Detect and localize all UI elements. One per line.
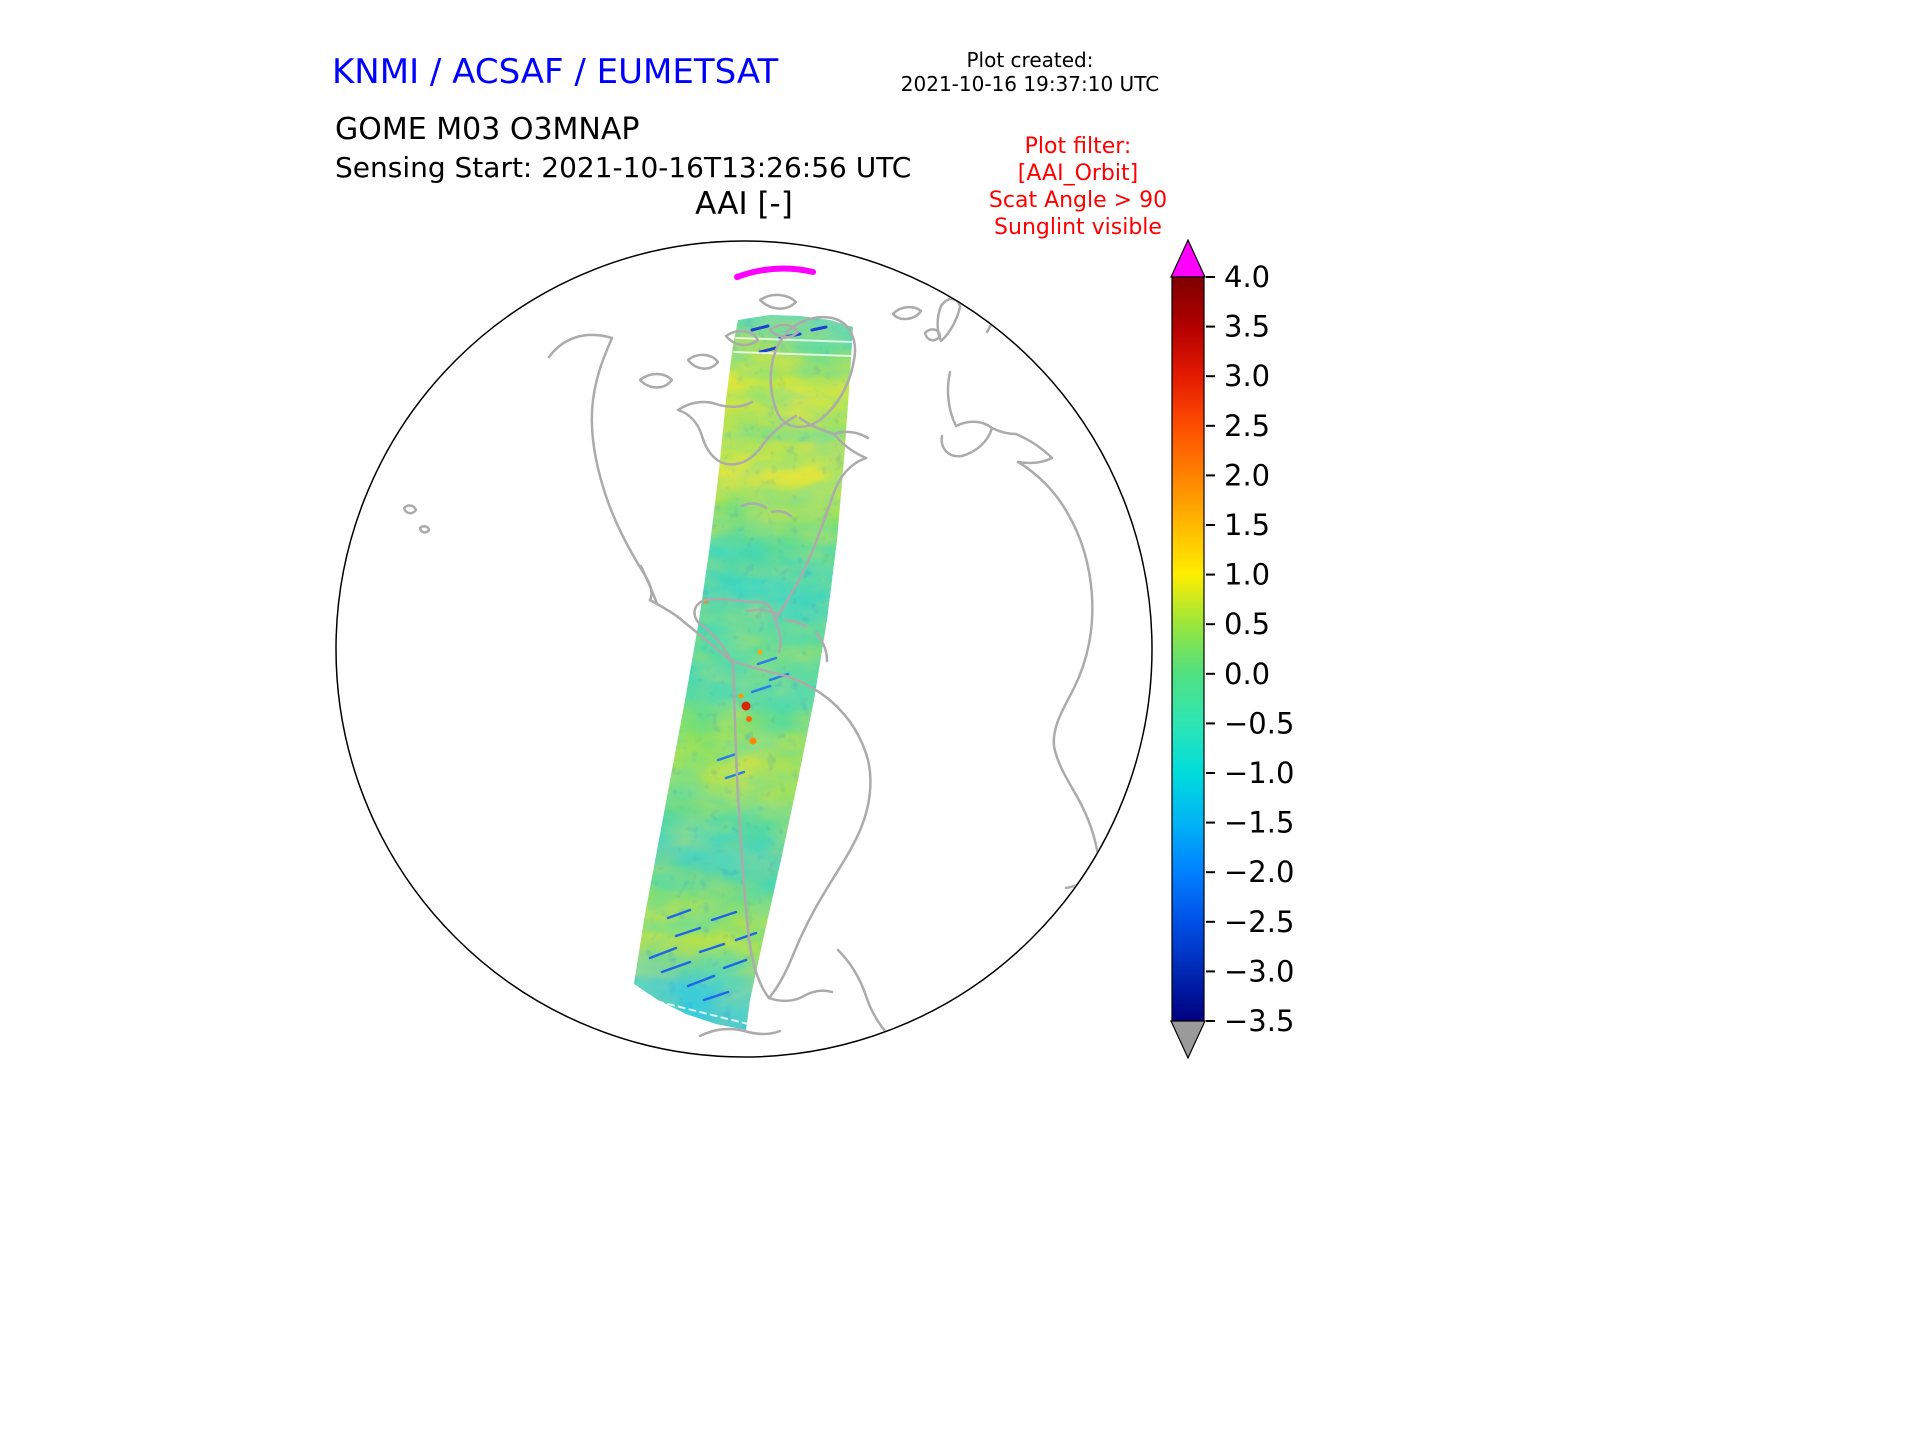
globe-outline (335, 240, 1153, 1058)
product-title: GOME M03 O3MNAP (335, 112, 640, 147)
plot-created-block: Plot created: 2021-10-16 19:37:10 UTC (900, 48, 1160, 96)
coast-arctic-island-2 (686, 353, 720, 370)
filter-note-line: Plot filter: (1024, 134, 1132, 159)
plot-created-label: Plot created: (966, 48, 1094, 72)
magenta-overflow-segment (734, 265, 816, 280)
coast-scandinavia (985, 287, 1088, 334)
filter-note-line: [AAI_Orbit] (1017, 161, 1139, 186)
coast-africa-west (1016, 460, 1102, 890)
aai-data-swath (634, 265, 854, 1030)
filter-note-line: Sunglint visible (994, 215, 1162, 240)
sensing-start: Sensing Start: 2021-10-16T13:26:56 UTC (335, 151, 912, 184)
colorbar-tick-label: −3.5 (1224, 1004, 1294, 1038)
plot-filter-note: Plot filter: [AAI_Orbit] Scat Angle > 90… (953, 133, 1203, 241)
colorbar-tick-label: 0.5 (1224, 607, 1270, 641)
scan-gap-lines (635, 337, 854, 1025)
coast-pacific-island-2 (418, 525, 431, 534)
colorbar-tick-label: 0.0 (1224, 657, 1270, 691)
colorbar: 4.0 3.5 3.0 2.5 2.0 1.5 1.0 0.5 0.0 −0.5 −1.0 −1.5 −… (1170, 238, 1294, 1060)
plot-title: AAI [-] (695, 186, 793, 222)
colorbar-tick-label: 1.0 (1224, 558, 1270, 592)
coast-arctic-island-5 (758, 293, 798, 310)
high-aai-cluster (702, 598, 763, 745)
colorbar-tick-label: −1.0 (1224, 756, 1294, 790)
coast-us-east (773, 456, 868, 623)
coast-arctic-island-1 (638, 372, 674, 389)
coast-antarctic-peninsula (836, 948, 922, 1056)
colorbar-tick-label: −0.5 (1224, 706, 1294, 740)
brand-title: KNMI / ACSAF / EUMETSAT (332, 52, 779, 92)
coast-south-america-east (731, 659, 872, 1000)
plot-created-value: 2021-10-16 19:37:10 UTC (900, 72, 1160, 96)
coast-gulf-of-mexico (693, 597, 782, 663)
colorbar-tick-label: 4.0 (1224, 260, 1270, 294)
colorbar-tick-label: −2.0 (1224, 855, 1294, 889)
globe-map (402, 265, 1102, 1056)
negative-aai-streaks (648, 324, 828, 1002)
filter-note-line: Scat Angle > 90 (988, 188, 1168, 213)
coast-baja (639, 564, 659, 606)
colorbar-tick-label: 3.0 (1224, 359, 1270, 393)
coast-south-america-west (731, 659, 771, 1000)
colorbar-tick-label: 3.5 (1224, 310, 1270, 344)
coast-western-europe (940, 370, 1018, 458)
coast-great-lakes (740, 502, 793, 518)
coast-greenland (769, 315, 857, 428)
coast-north-africa (1014, 432, 1054, 465)
coast-arctic-island-3 (724, 329, 760, 347)
colorbar-under-arrow (1170, 1020, 1206, 1060)
colorbar-over-arrow (1170, 238, 1206, 278)
coast-arctic-island-4 (768, 323, 800, 339)
coast-antarctica (698, 1027, 782, 1038)
colorbar-tick-label: −3.0 (1224, 954, 1294, 988)
colorbar-ticks: 4.0 3.5 3.0 2.5 2.0 1.5 1.0 0.5 0.0 −0.5 −1.0 −1.5 −… (1206, 260, 1294, 1038)
coast-north-america-west (547, 333, 653, 602)
colorbar-tick-label: −1.5 (1224, 806, 1294, 840)
colorbar-tick-label: 1.5 (1224, 508, 1270, 542)
coast-pacific-island-1 (402, 504, 418, 515)
coast-caribbean-islands (745, 608, 829, 663)
colorbar-tick-label: 2.5 (1224, 409, 1270, 443)
colorbar-gradient-bar (1171, 276, 1205, 1022)
colorbar-tick-label: 2.0 (1224, 458, 1270, 492)
coast-iceland (891, 305, 923, 321)
swath-blue-speckle (634, 315, 853, 1030)
coast-ireland (923, 328, 942, 342)
coast-tierra-del-fuego (767, 989, 834, 1003)
colorbar-tick-label: −2.5 (1224, 905, 1294, 939)
coast-hudson-bay (676, 400, 836, 466)
coast-mexico-west (648, 598, 733, 663)
